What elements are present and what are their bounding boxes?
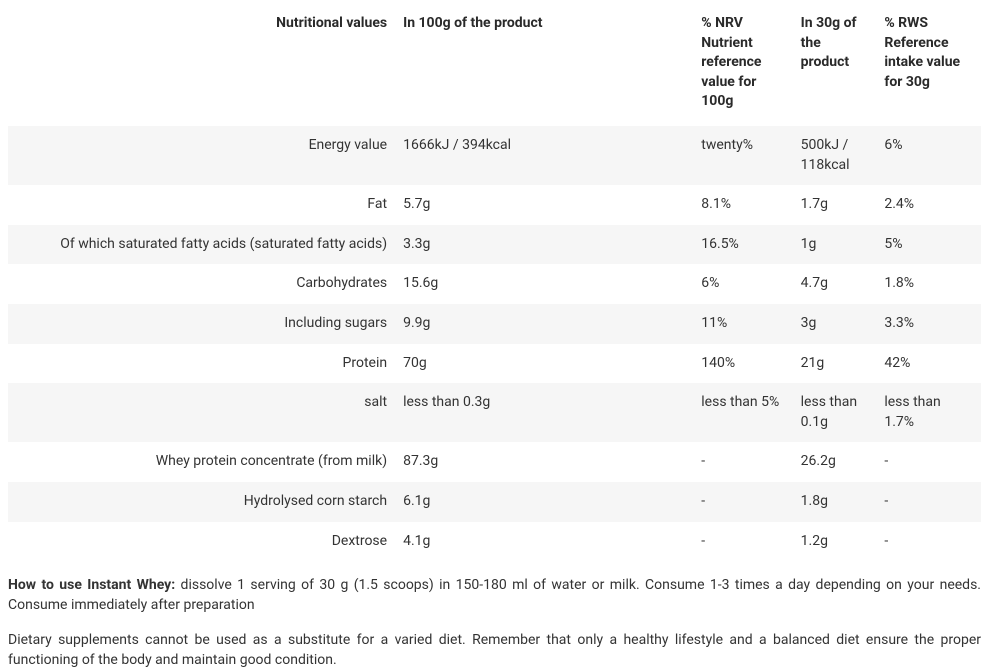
table-cell: 4.7g: [793, 264, 877, 304]
table-cell: less than 5%: [693, 383, 792, 442]
table-row: Fat5.7g8.1%1.7g2.4%: [8, 185, 981, 225]
table-row: Energy value1666kJ / 394kcaltwenty%500kJ…: [8, 126, 981, 185]
table-cell: 9.9g: [395, 304, 693, 344]
table-cell: 1.7g: [793, 185, 877, 225]
table-cell: 3g: [793, 304, 877, 344]
table-cell: 1g: [793, 225, 877, 265]
table-cell: 6%: [876, 126, 981, 185]
table-cell: 11%: [693, 304, 792, 344]
table-cell: 16.5%: [693, 225, 792, 265]
table-cell: -: [876, 442, 981, 482]
table-cell: Hydrolysed corn starch: [8, 482, 395, 522]
table-cell: 140%: [693, 344, 792, 384]
table-cell: twenty%: [693, 126, 792, 185]
table-cell: Energy value: [8, 126, 395, 185]
table-cell: 3.3%: [876, 304, 981, 344]
table-cell: less than 0.3g: [395, 383, 693, 442]
table-cell: 1.8g: [793, 482, 877, 522]
table-row: Whey protein concentrate (from milk)87.3…: [8, 442, 981, 482]
table-cell: -: [693, 482, 792, 522]
table-cell: 21g: [793, 344, 877, 384]
table-cell: 6%: [693, 264, 792, 304]
table-row: Including sugars9.9g11%3g3.3%: [8, 304, 981, 344]
table-cell: 15.6g: [395, 264, 693, 304]
table-header-row: Nutritional valuesIn 100g of the product…: [8, 0, 981, 126]
table-cell: Including sugars: [8, 304, 395, 344]
table-cell: 4.1g: [395, 522, 693, 562]
table-cell: 70g: [395, 344, 693, 384]
table-row: Hydrolysed corn starch6.1g-1.8g-: [8, 482, 981, 522]
table-cell: Carbohydrates: [8, 264, 395, 304]
table-cell: Of which saturated fatty acids (saturate…: [8, 225, 395, 265]
table-cell: -: [876, 522, 981, 562]
table-cell: 500kJ / 118kcal: [793, 126, 877, 185]
table-cell: 42%: [876, 344, 981, 384]
table-row: Protein70g140%21g42%: [8, 344, 981, 384]
table-cell: -: [876, 482, 981, 522]
table-cell: 6.1g: [395, 482, 693, 522]
table-cell: Dextrose: [8, 522, 395, 562]
column-header: % NRV Nutrient reference value for 100g: [693, 0, 792, 126]
nutritional-table: Nutritional valuesIn 100g of the product…: [8, 0, 981, 561]
table-cell: 1.8%: [876, 264, 981, 304]
table-cell: 2.4%: [876, 185, 981, 225]
table-cell: 5%: [876, 225, 981, 265]
table-row: Of which saturated fatty acids (saturate…: [8, 225, 981, 265]
table-cell: 3.3g: [395, 225, 693, 265]
table-cell: 26.2g: [793, 442, 877, 482]
table-cell: 87.3g: [395, 442, 693, 482]
table-cell: less than 0.1g: [793, 383, 877, 442]
column-header: Nutritional values: [8, 0, 395, 126]
table-row: Carbohydrates15.6g6%4.7g1.8%: [8, 264, 981, 304]
table-cell: -: [693, 522, 792, 562]
table-cell: Whey protein concentrate (from milk): [8, 442, 395, 482]
usage-note: How to use Instant Whey: dissolve 1 serv…: [8, 575, 981, 616]
table-row: Dextrose4.1g-1.2g-: [8, 522, 981, 562]
column-header: % RWS Reference intake value for 30g: [876, 0, 981, 126]
table-cell: Protein: [8, 344, 395, 384]
table-cell: less than 1.7%: [876, 383, 981, 442]
table-row: saltless than 0.3gless than 5%less than …: [8, 383, 981, 442]
table-cell: 1666kJ / 394kcal: [395, 126, 693, 185]
disclaimer-note: Dietary supplements cannot be used as a …: [8, 630, 981, 670]
column-header: In 30g of the product: [793, 0, 877, 126]
table-cell: 5.7g: [395, 185, 693, 225]
table-cell: -: [693, 442, 792, 482]
table-cell: Fat: [8, 185, 395, 225]
usage-label: How to use Instant Whey:: [8, 577, 175, 593]
table-cell: 8.1%: [693, 185, 792, 225]
table-cell: salt: [8, 383, 395, 442]
table-cell: 1.2g: [793, 522, 877, 562]
column-header: In 100g of the product: [395, 0, 693, 126]
